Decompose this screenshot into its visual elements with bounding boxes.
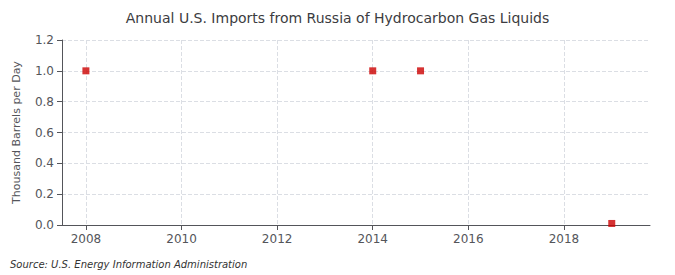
svg-text:0.8: 0.8 [35,95,54,109]
svg-text:2014: 2014 [357,232,388,246]
svg-text:2012: 2012 [262,232,293,246]
svg-text:0.2: 0.2 [35,187,54,201]
svg-text:Source: U.S. Energy Informatio: Source: U.S. Energy Information Administ… [10,259,247,270]
svg-text:0.6: 0.6 [35,126,54,140]
svg-text:2008: 2008 [71,232,102,246]
svg-text:2010: 2010 [166,232,197,246]
svg-text:2016: 2016 [453,232,484,246]
svg-text:1.2: 1.2 [35,33,54,47]
svg-text:0.0: 0.0 [35,218,54,232]
svg-text:0.4: 0.4 [35,156,54,170]
svg-text:Annual U.S. Imports from Russi: Annual U.S. Imports from Russia of Hydro… [126,10,549,26]
svg-text:2018: 2018 [549,232,580,246]
svg-text:Thousand Barrels per Day: Thousand Barrels per Day [10,61,23,205]
svg-text:1.0: 1.0 [35,64,54,78]
